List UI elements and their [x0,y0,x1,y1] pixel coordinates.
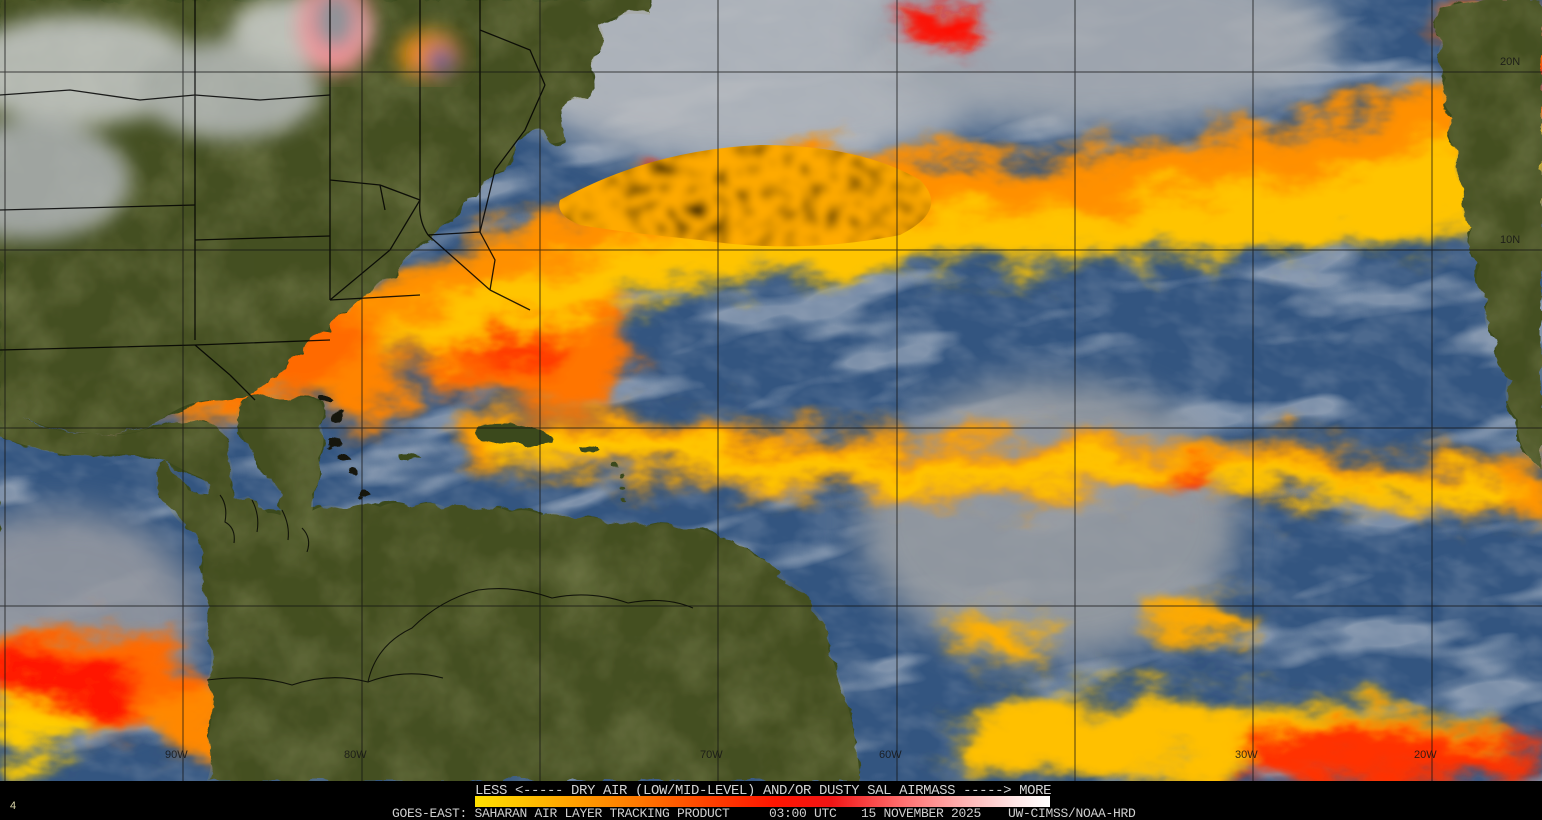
svg-text:20N: 20N [1500,56,1520,68]
svg-text:90W: 90W [165,749,188,761]
svg-text:60W: 60W [879,749,902,761]
svg-text:30W: 30W [1235,749,1258,761]
svg-text:10N: 10N [1500,234,1520,246]
svg-text:80W: 80W [344,749,367,761]
svg-text:20W: 20W [1414,749,1437,761]
svg-text:70W: 70W [700,749,723,761]
